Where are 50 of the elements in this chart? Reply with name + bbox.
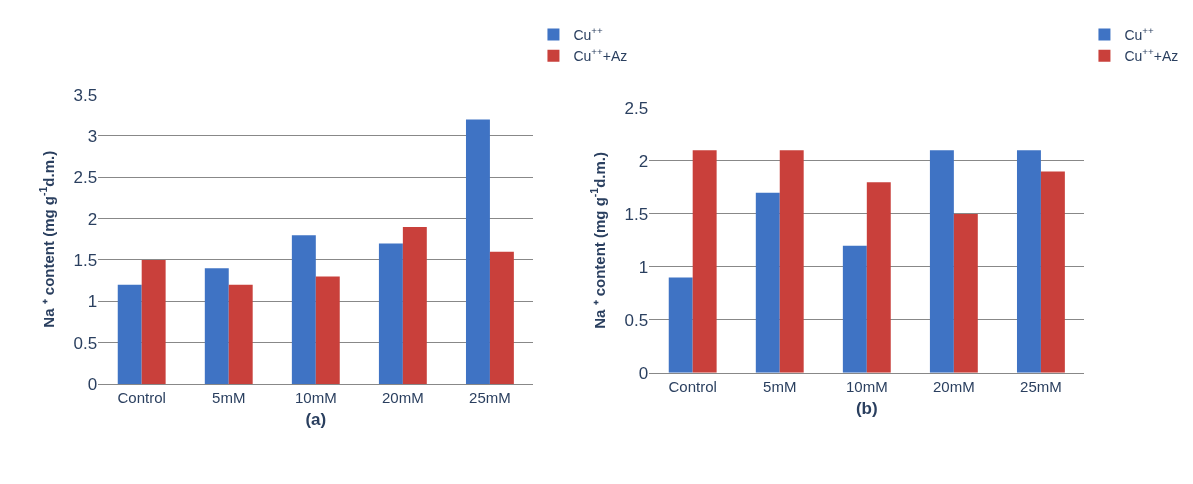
x-axis-title: (a) (305, 410, 327, 430)
y-tick-label: 0 (638, 363, 649, 383)
bar (117, 284, 142, 384)
x-tick-label: 10mM (294, 388, 337, 406)
bar (402, 226, 427, 384)
x-tick-label: Control (117, 388, 166, 406)
bar (489, 251, 514, 384)
bar (204, 268, 229, 384)
y-tick-label: 0.5 (624, 310, 649, 330)
bar (228, 284, 253, 384)
bar (953, 213, 978, 373)
x-tick-label: 10mM (845, 377, 888, 395)
legend-label: Cu$^{++}$ (1124, 25, 1155, 44)
x-axis-title: (b) (855, 399, 878, 419)
bar (842, 245, 867, 373)
y-tick-label: 2 (638, 151, 649, 171)
y-tick-label: 2.5 (73, 168, 98, 188)
y-tick-label: 1 (638, 257, 649, 277)
bar (1040, 171, 1065, 373)
y-tick-label: 0.5 (73, 333, 98, 353)
bar (692, 150, 717, 373)
y-tick-label: 3.5 (73, 85, 98, 105)
bar (465, 119, 490, 384)
bar (1016, 150, 1041, 373)
x-tick-label: 25mM (469, 388, 511, 406)
x-tick-label: 20mM (382, 388, 424, 406)
legend-label: Cu$^{++}$+Az (1124, 46, 1179, 65)
bar (668, 277, 693, 373)
x-tick-label: 5mM (763, 377, 797, 395)
x-tick-label: 5mM (212, 388, 246, 406)
legend-label: Cu$^{++}$ (573, 25, 604, 44)
y-tick-label: 2.5 (624, 98, 649, 118)
x-tick-label: 20mM (933, 377, 975, 395)
x-tick-label: Control (668, 377, 717, 395)
y-tick-label: 1.5 (624, 204, 649, 224)
bar (929, 150, 954, 373)
bar (866, 182, 891, 373)
bar (755, 192, 780, 373)
y-tick-label: 1 (87, 292, 98, 312)
bar (779, 150, 804, 373)
bar (378, 243, 403, 384)
y-tick-label: 1.5 (73, 250, 98, 270)
bar (315, 276, 340, 384)
y-tick-label: 0 (87, 374, 98, 394)
bar (141, 259, 166, 384)
y-tick-label: 3 (87, 126, 98, 146)
x-tick-label: 25mM (1020, 377, 1062, 395)
legend-label: Cu$^{++}$+Az (573, 46, 628, 65)
y-tick-label: 2 (87, 209, 98, 229)
bar (291, 235, 316, 384)
